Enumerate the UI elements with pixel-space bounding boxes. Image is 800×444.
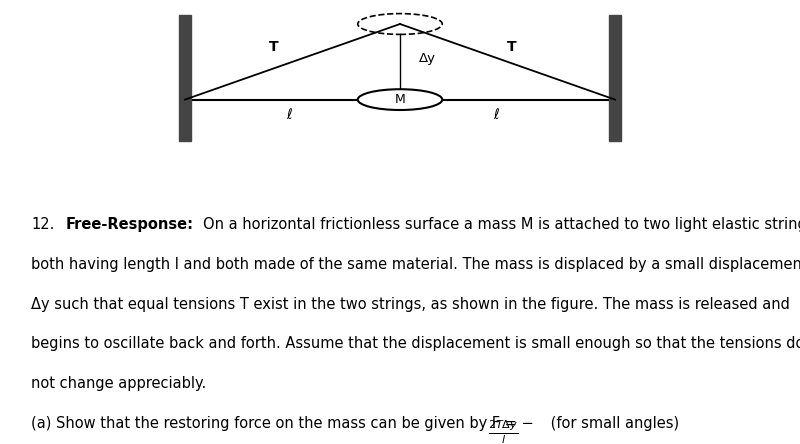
Text: M: M [394, 93, 406, 106]
Text: not change appreciably.: not change appreciably. [31, 376, 206, 391]
Circle shape [358, 89, 442, 110]
Text: begins to oscillate back and forth. Assume that the displacement is small enough: begins to oscillate back and forth. Assu… [31, 337, 800, 352]
Text: ℓ: ℓ [286, 108, 291, 122]
Text: (a) Show that the restoring force on the mass can be given by F = −: (a) Show that the restoring force on the… [31, 416, 534, 431]
Text: (for small angles): (for small angles) [546, 416, 679, 431]
Text: T: T [506, 40, 516, 54]
Bar [179, 15, 190, 141]
Text: On a horizontal frictionless surface a mass M is attached to two light elastic s: On a horizontal frictionless surface a m… [202, 218, 800, 232]
Text: Δy: Δy [419, 52, 436, 64]
Text: both having length l and both made of the same material. The mass is displaced b: both having length l and both made of th… [31, 257, 800, 272]
Text: T: T [269, 40, 278, 54]
Bar [610, 15, 621, 141]
Text: $\frac{2T\Delta y}{l}$: $\frac{2T\Delta y}{l}$ [488, 418, 518, 444]
Text: Free-Response:: Free-Response: [66, 218, 194, 232]
Text: ℓ: ℓ [493, 108, 499, 122]
Text: Δy such that equal tensions T exist in the two strings, as shown in the figure. : Δy such that equal tensions T exist in t… [31, 297, 790, 312]
Text: 12.: 12. [31, 218, 54, 232]
